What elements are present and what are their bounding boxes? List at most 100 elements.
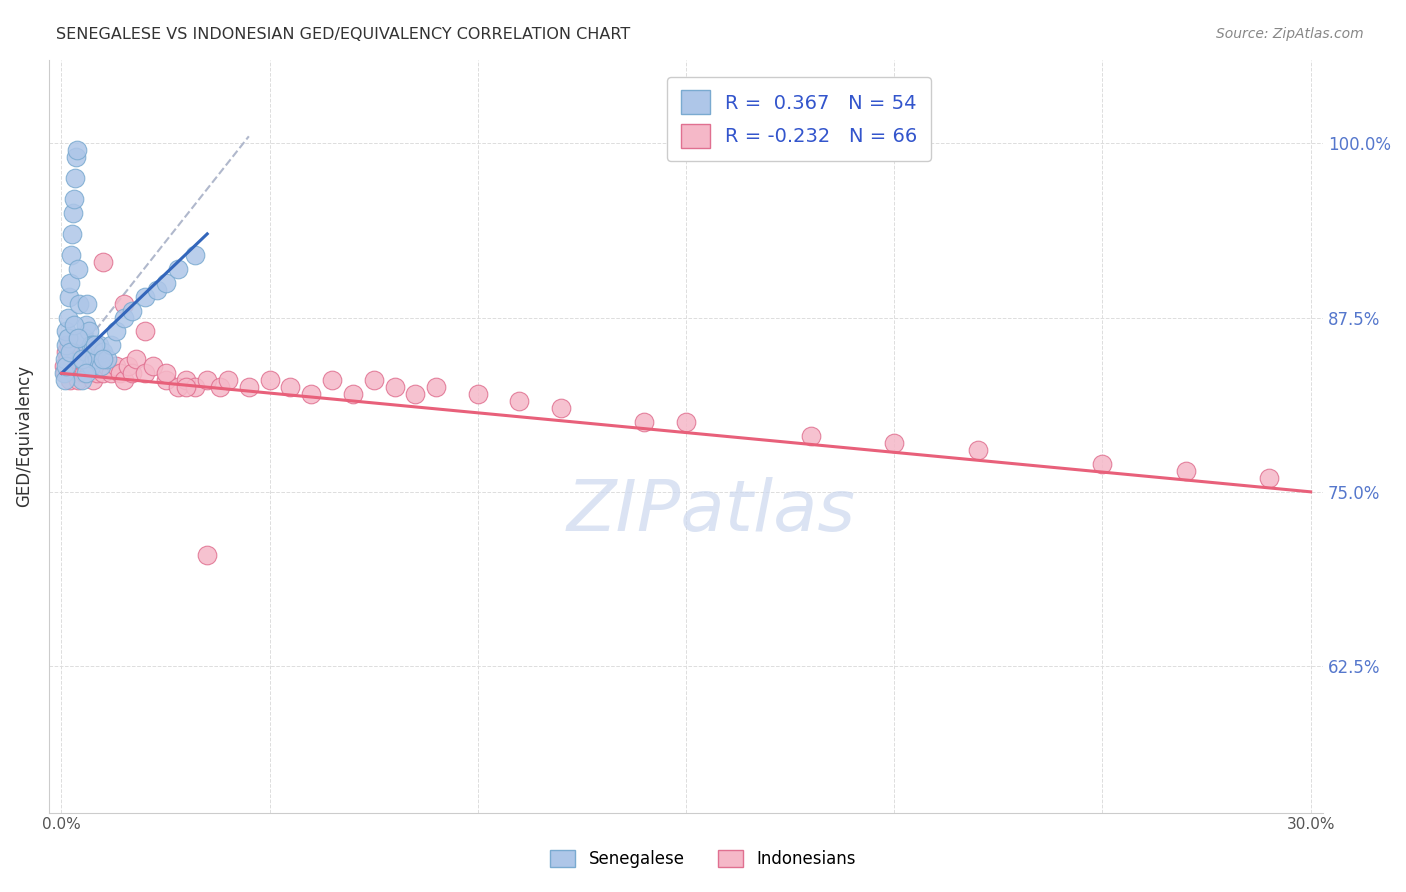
Point	[425, 380, 447, 394]
Point	[77, 367, 100, 381]
Point	[259, 373, 281, 387]
Point	[63, 192, 86, 206]
Point	[72, 352, 94, 367]
Point	[112, 373, 135, 387]
Point	[75, 345, 97, 359]
Point	[208, 380, 231, 394]
Point	[342, 387, 364, 401]
Point	[75, 359, 97, 374]
Point	[67, 296, 90, 310]
Point	[70, 352, 93, 367]
Point	[53, 373, 76, 387]
Point	[117, 359, 139, 374]
Point	[69, 331, 91, 345]
Point	[52, 359, 75, 374]
Point	[80, 359, 103, 374]
Text: Source: ZipAtlas.com: Source: ZipAtlas.com	[1216, 27, 1364, 41]
Point	[55, 359, 77, 374]
Point	[800, 429, 823, 443]
Point	[125, 352, 148, 367]
Text: ZIPatlas: ZIPatlas	[567, 477, 856, 546]
Point	[217, 373, 239, 387]
Point	[96, 352, 118, 367]
Point	[91, 345, 114, 359]
Point	[60, 227, 83, 241]
Point	[67, 373, 90, 387]
Y-axis label: GED/Equivalency: GED/Equivalency	[15, 365, 32, 508]
Point	[1174, 464, 1197, 478]
Point	[155, 276, 177, 290]
Point	[83, 338, 105, 352]
Point	[87, 359, 110, 374]
Point	[86, 367, 108, 381]
Point	[121, 367, 143, 381]
Point	[100, 338, 122, 352]
Point	[59, 248, 82, 262]
Point	[83, 345, 105, 359]
Point	[72, 352, 94, 367]
Point	[108, 367, 131, 381]
Point	[299, 387, 322, 401]
Point	[550, 401, 572, 416]
Point	[91, 352, 114, 367]
Point	[155, 367, 177, 381]
Point	[73, 367, 96, 381]
Point	[155, 373, 177, 387]
Point	[176, 380, 198, 394]
Point	[56, 310, 79, 325]
Point	[142, 359, 165, 374]
Point	[72, 373, 94, 387]
Point	[134, 325, 156, 339]
Point	[58, 338, 80, 352]
Point	[83, 352, 105, 367]
Point	[59, 373, 82, 387]
Point	[56, 352, 79, 367]
Point	[72, 345, 94, 359]
Point	[67, 261, 90, 276]
Point	[675, 415, 697, 429]
Legend: Senegalese, Indonesians: Senegalese, Indonesians	[544, 843, 862, 875]
Point	[91, 254, 114, 268]
Point	[55, 345, 77, 359]
Point	[404, 387, 426, 401]
Point	[183, 380, 205, 394]
Point	[87, 338, 110, 352]
Point	[69, 352, 91, 367]
Point	[60, 359, 83, 374]
Point	[66, 143, 89, 157]
Point	[65, 352, 87, 367]
Point	[121, 303, 143, 318]
Point	[73, 331, 96, 345]
Point	[55, 325, 77, 339]
Point	[238, 380, 260, 394]
Point	[62, 206, 84, 220]
Point	[96, 359, 118, 374]
Point	[75, 367, 97, 381]
Point	[966, 442, 988, 457]
Point	[146, 283, 169, 297]
Point	[63, 318, 86, 332]
Point	[195, 373, 218, 387]
Point	[58, 290, 80, 304]
Point	[104, 325, 127, 339]
Text: SENEGALESE VS INDONESIAN GED/EQUIVALENCY CORRELATION CHART: SENEGALESE VS INDONESIAN GED/EQUIVALENCY…	[56, 27, 630, 42]
Point	[56, 331, 79, 345]
Point	[321, 373, 343, 387]
Point	[59, 276, 82, 290]
Point	[1258, 471, 1281, 485]
Point	[63, 367, 86, 381]
Point	[83, 359, 105, 374]
Point	[53, 367, 76, 381]
Point	[82, 373, 104, 387]
Point	[134, 290, 156, 304]
Point	[467, 387, 489, 401]
Point	[134, 367, 156, 381]
Point	[53, 352, 76, 367]
Point	[75, 318, 97, 332]
Point	[508, 394, 530, 409]
Point	[55, 338, 77, 352]
Point	[67, 331, 90, 345]
Point	[112, 310, 135, 325]
Point	[384, 380, 406, 394]
Point	[167, 380, 190, 394]
